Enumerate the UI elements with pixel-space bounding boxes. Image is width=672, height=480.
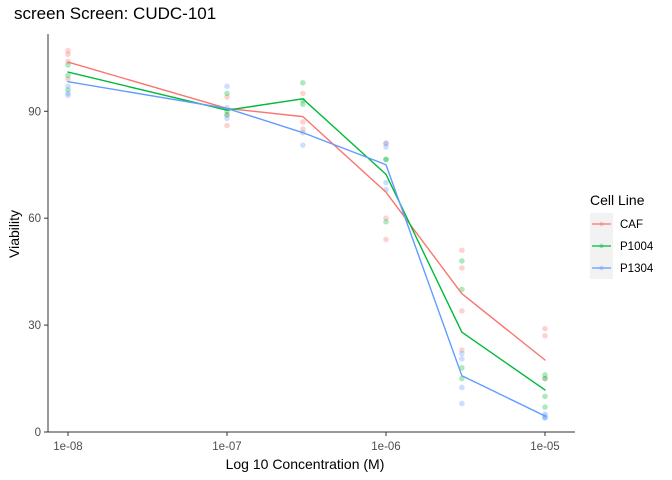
data-point-caf: [542, 375, 548, 382]
data-point-caf: [65, 47, 71, 54]
data-point-p1004: [542, 393, 548, 400]
data-point-p1304: [224, 83, 230, 90]
data-point-p1004: [542, 404, 548, 410]
y-tick-label: 30: [28, 320, 41, 332]
data-point-caf: [383, 215, 389, 221]
data-point-p1304: [542, 414, 548, 421]
legend-label-p1004: P1004: [620, 241, 654, 253]
data-point-p1004: [224, 90, 230, 97]
data-point-caf: [224, 112, 230, 118]
legend-item-p1004: P1004: [590, 235, 654, 257]
data-point-p1004: [300, 79, 306, 86]
data-point-p1304: [459, 400, 465, 407]
series-line-caf: [67, 61, 546, 361]
data-point-caf: [459, 308, 465, 314]
data-point-p1304: [459, 350, 465, 357]
data-point-p1304: [459, 356, 465, 362]
data-point-caf: [542, 325, 548, 332]
data-point-caf: [383, 236, 389, 243]
legend-item-caf: CAF: [590, 213, 643, 235]
data-point-caf: [224, 122, 230, 129]
data-point-p1304: [224, 115, 230, 122]
data-point-p1004: [300, 101, 306, 107]
data-point-p1004: [383, 218, 389, 225]
series-line-p1304: [67, 80, 546, 417]
data-point-p1304: [300, 142, 306, 148]
y-tick-label: 0: [35, 427, 41, 439]
data-point-p1304: [459, 384, 465, 391]
legend: Cell Line CAF P1004 P1304: [590, 192, 654, 279]
data-point-p1004: [383, 156, 389, 163]
data-point-caf: [542, 332, 548, 339]
y-tick-label: 60: [28, 213, 41, 225]
data-point-p1304: [65, 92, 71, 99]
x-tick-label: 1e-05: [530, 441, 559, 453]
data-point-p1004: [383, 156, 389, 163]
legend-key-point-p1004: [599, 243, 604, 249]
plot-area: 0 30 60 90 1e-08 1e-07 1e-06 1e-05: [28, 34, 575, 453]
data-point-p1304: [542, 414, 548, 421]
legend-label-caf: CAF: [620, 219, 643, 231]
legend-key-point-p1304: [599, 265, 604, 271]
legend-label-p1304: P1304: [620, 263, 654, 275]
data-point-p1004: [65, 87, 71, 93]
legend-key-point-caf: [599, 221, 604, 227]
y-tick-label: 90: [28, 106, 41, 118]
legend-item-p1304: P1304: [590, 257, 654, 279]
data-point-caf: [65, 51, 71, 58]
data-point-caf: [459, 347, 465, 353]
data-point-p1304: [65, 90, 71, 97]
data-point-caf: [459, 265, 465, 271]
data-point-caf: [224, 94, 230, 100]
data-point-p1304: [383, 179, 389, 186]
x-axis-title: Log 10 Concentration (M): [226, 456, 385, 472]
data-point-p1004: [224, 112, 230, 118]
data-point-p1304: [383, 144, 389, 150]
data-point-p1304: [65, 83, 71, 90]
data-point-caf: [300, 90, 306, 97]
data-point-p1304: [383, 140, 389, 147]
data-point-caf: [459, 247, 465, 254]
y-axis-title: Viability: [6, 210, 22, 258]
x-tick-label: 1e-06: [371, 441, 400, 453]
data-point-p1004: [459, 365, 465, 371]
chart-title: screen Screen: CUDC-101: [14, 4, 216, 23]
data-point-p1004: [542, 372, 548, 378]
data-point-caf: [300, 126, 306, 132]
legend-title: Cell Line: [590, 192, 645, 208]
data-point-p1004: [65, 62, 71, 68]
data-point-p1004: [542, 375, 548, 382]
data-point-caf: [65, 76, 71, 82]
data-point-caf: [300, 119, 306, 125]
x-tick-label: 1e-07: [212, 441, 241, 453]
x-tick-label: 1e-08: [53, 441, 82, 453]
data-point-caf: [383, 140, 389, 147]
data-point-p1004: [459, 258, 465, 264]
data-point-p1004: [65, 72, 71, 79]
